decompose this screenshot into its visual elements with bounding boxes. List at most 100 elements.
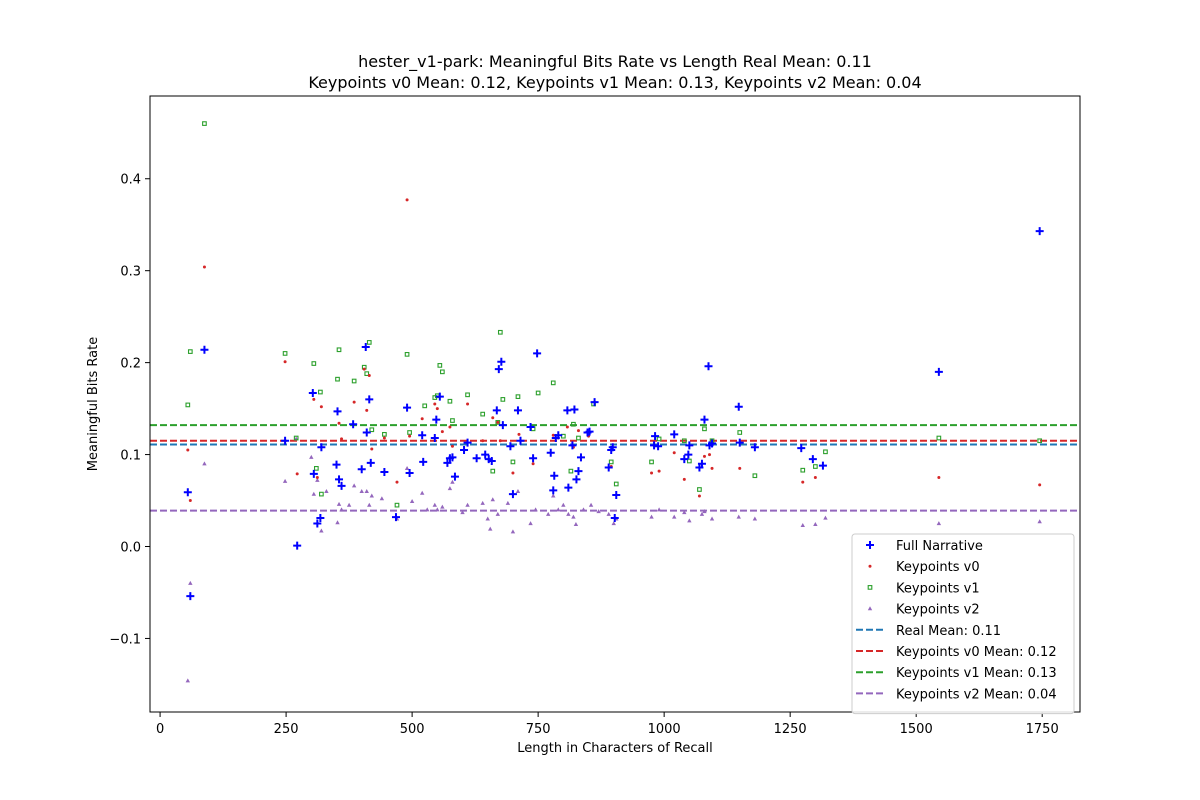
point-s3-38 (510, 529, 516, 534)
point-s3-17 (367, 502, 372, 507)
point-s2-0 (185, 402, 191, 408)
point-s0-41 (497, 357, 506, 366)
legend-swatch-3 (867, 606, 873, 611)
point-s0-28 (435, 392, 444, 401)
chart-title-line-2: Keypoints v0 Mean: 0.12, Keypoints v1 Me… (308, 73, 921, 92)
point-s2-29 (490, 468, 496, 474)
point-s0-13 (337, 481, 346, 490)
point-s1-46 (708, 453, 712, 457)
point-s2-27 (465, 392, 470, 398)
point-s3-65 (800, 522, 805, 527)
y-tick-label-1: 0.0 (120, 541, 141, 556)
point-s3-69 (1037, 519, 1042, 524)
point-s2-14 (366, 340, 372, 345)
legend-label-6: Keypoints v1 Mean: 0.13 (896, 666, 1057, 681)
point-s0-64 (590, 398, 599, 407)
point-s0-47 (526, 422, 535, 431)
point-s1-30 (511, 471, 515, 475)
point-s2-7 (318, 389, 323, 395)
point-s2-13 (364, 371, 370, 377)
point-s2-41 (576, 435, 581, 441)
point-s1-33 (551, 433, 555, 437)
point-s3-64 (752, 516, 758, 521)
x-tick-label-2: 500 (400, 722, 425, 737)
point-s1-29 (498, 439, 502, 443)
point-s2-24 (440, 369, 445, 375)
point-s2-1 (187, 349, 193, 354)
point-s1-40 (650, 471, 654, 475)
point-s1-22 (440, 430, 444, 434)
point-s2-17 (394, 502, 400, 508)
point-s2-36 (535, 390, 541, 396)
x-tick-label-3: 750 (526, 722, 551, 737)
point-s1-17 (405, 198, 409, 202)
y-axis-label: Meaningful Bits Rate (86, 337, 101, 471)
point-s3-2 (202, 461, 207, 466)
point-s2-4 (293, 435, 299, 441)
point-s3-3 (282, 478, 288, 483)
point-s2-47 (681, 438, 687, 444)
point-s3-6 (311, 491, 317, 496)
point-s2-30 (495, 420, 501, 425)
point-s1-19 (420, 417, 424, 421)
point-s2-19 (407, 430, 412, 435)
point-s1-6 (315, 476, 319, 480)
point-s0-10 (332, 460, 341, 469)
point-s0-29 (443, 458, 452, 467)
point-s0-51 (549, 486, 558, 495)
point-s1-20 (433, 402, 437, 406)
legend-box (851, 533, 1075, 715)
point-s2-55 (813, 464, 818, 469)
point-s3-40 (528, 521, 533, 526)
point-s0-87 (808, 455, 817, 464)
point-s0-21 (391, 513, 400, 522)
legend-swatch-2 (867, 585, 873, 590)
point-s3-14 (351, 483, 357, 488)
x-tick-label-0: 0 (156, 722, 164, 737)
point-s2-23 (437, 363, 443, 368)
point-s3-67 (823, 515, 828, 520)
point-s0-48 (529, 454, 538, 463)
x-tick-label-5: 1250 (774, 722, 807, 737)
point-s1-23 (448, 425, 452, 429)
legend-label-7: Keypoints v2 Mean: 0.04 (896, 687, 1057, 702)
point-s0-85 (750, 443, 759, 452)
legend-label-4: Real Mean: 0.11 (896, 624, 1001, 639)
point-s1-7 (319, 405, 323, 409)
point-s0-23 (405, 468, 414, 477)
point-s3-43 (551, 493, 556, 498)
point-s0-74 (680, 455, 689, 464)
point-s0-5 (308, 388, 317, 397)
point-s3-55 (649, 514, 654, 519)
point-s0-55 (563, 406, 572, 415)
point-s0-80 (704, 362, 713, 371)
point-s0-20 (380, 468, 389, 477)
point-s0-17 (362, 428, 371, 437)
y-tick-label-4: 0.3 (120, 265, 141, 280)
point-s1-52 (1038, 483, 1042, 487)
point-s3-5 (309, 454, 314, 459)
point-s1-12 (365, 408, 369, 412)
point-s3-19 (379, 496, 385, 501)
point-s0-78 (697, 459, 706, 468)
point-s0-35 (472, 454, 481, 463)
point-s2-6 (313, 466, 319, 471)
point-s0-49 (533, 349, 542, 358)
legend-swatch-0 (866, 541, 874, 549)
point-s2-8 (319, 491, 324, 497)
point-s0-71 (651, 432, 660, 441)
point-s1-44 (697, 494, 701, 498)
point-s2-9 (335, 376, 340, 382)
point-s0-7 (313, 519, 322, 528)
point-s1-49 (801, 480, 805, 484)
x-tick-label-1: 250 (274, 722, 299, 737)
point-s3-32 (480, 500, 485, 505)
point-s2-5 (311, 361, 317, 366)
point-s1-45 (702, 454, 706, 458)
series-2 (185, 121, 1043, 508)
point-s3-0 (185, 678, 191, 683)
point-s3-11 (336, 501, 342, 506)
point-s3-58 (682, 510, 687, 515)
point-s3-59 (687, 518, 692, 523)
